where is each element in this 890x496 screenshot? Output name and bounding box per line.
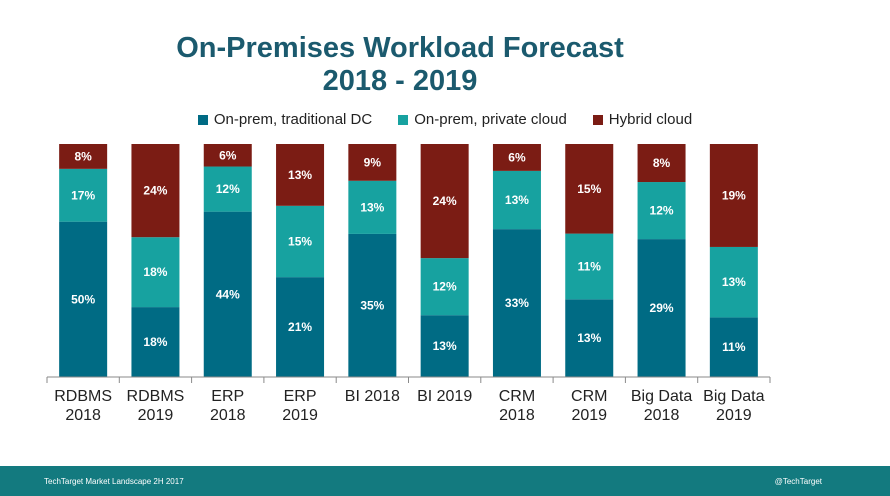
bar-hybrid-2 [203,144,252,167]
data-label-traditional-6: 33% [505,296,529,310]
data-label-traditional-3: 21% [288,320,312,334]
data-label-traditional-2: 44% [216,287,240,301]
x-tick-label-2: ERP 2018 [210,388,246,424]
legend-label-private: On-prem, private cloud [414,111,567,128]
data-label-private-2: 12% [216,182,240,196]
data-label-private-1: 18% [143,265,167,279]
data-label-private-0: 17% [71,188,95,202]
data-label-traditional-0: 50% [71,292,95,306]
bar-traditional-0 [59,221,108,377]
bar-private-4 [348,180,397,234]
bar-private-6 [492,170,541,230]
bar-traditional-5 [420,315,469,377]
data-label-private-6: 13% [505,193,529,207]
bar-traditional-1 [131,307,180,377]
data-label-hybrid-6: 6% [508,150,526,164]
x-tick-label-0: RDBMS 2018 [54,388,112,424]
legend-label-traditional: On-prem, traditional DC [213,111,373,128]
data-label-hybrid-9: 19% [722,188,746,202]
data-label-traditional-9: 11% [722,340,746,354]
bar-traditional-9 [709,317,758,377]
bar-private-1 [131,237,180,308]
legend-item-hybrid: Hybrid cloud [592,111,693,128]
data-label-traditional-1: 18% [143,335,167,349]
legend-swatch-traditional [197,114,208,125]
data-label-private-4: 13% [360,200,384,214]
bar-traditional-7 [565,299,614,377]
bar-hybrid-4 [348,144,397,181]
bar-traditional-2 [203,211,252,377]
data-label-hybrid-3: 13% [288,168,312,182]
data-label-traditional-8: 29% [650,301,674,315]
bar-hybrid-3 [276,144,325,206]
data-label-traditional-5: 13% [433,339,457,353]
chart-title-line-1: On-Premises Workload Forecast [176,32,624,64]
bar-hybrid-1 [131,144,180,238]
bar-private-8 [637,182,686,240]
data-label-traditional-7: 13% [577,331,601,345]
legend-swatch-hybrid [592,114,603,125]
bar-traditional-3 [276,277,325,377]
data-label-hybrid-0: 8% [74,149,92,163]
bar-traditional-8 [637,239,686,377]
x-tick-label-1: RDBMS 2019 [127,388,185,424]
x-tick-label-7: CRM 2019 [571,388,607,424]
bar-private-2 [203,166,252,212]
data-label-hybrid-8: 8% [653,156,671,170]
bar-private-5 [420,258,469,316]
footer-bar: TechTarget Market Landscape 2H 2017 @Tec… [0,466,890,496]
bar-hybrid-8 [637,144,686,183]
data-label-hybrid-2: 6% [219,148,237,162]
bar-hybrid-6 [492,144,541,171]
bar-hybrid-5 [420,144,469,259]
data-label-hybrid-1: 24% [143,184,167,198]
bar-traditional-6 [492,229,541,377]
bar-private-7 [565,233,614,300]
legend-label-hybrid: Hybrid cloud [608,111,693,128]
bar-private-9 [709,246,758,318]
x-tick-label-6: CRM 2018 [499,388,535,424]
bar-traditional-4 [348,233,397,377]
legend-item-private: On-prem, private cloud [398,111,567,128]
bar-hybrid-7 [565,144,614,234]
data-label-private-5: 12% [433,280,457,294]
x-tick-label-5: BI 2019 [417,388,472,405]
data-label-private-7: 11% [578,259,602,273]
chart-legend: On-prem, traditional DC On-prem, private… [0,111,890,128]
x-tick-label-8: Big Data 2018 [631,388,692,424]
bar-hybrid-9 [709,144,758,247]
chart-title-line-2: 2018 - 2019 [322,65,478,97]
footer-source: TechTarget Market Landscape 2H 2017 [44,477,184,486]
data-label-hybrid-4: 9% [364,155,382,169]
legend-item-traditional: On-prem, traditional DC [197,111,373,128]
data-label-traditional-4: 35% [360,298,384,312]
data-label-private-3: 15% [288,234,312,248]
stacked-bar-chart: 50% 17% 8% RDBMS 2018 18% 18% 24% RDBMS 2019 44% 12… [46,144,771,424]
x-tick-label-4: BI 2018 [345,388,400,405]
bar-private-3 [276,205,325,278]
x-tick-label-3: ERP 2019 [282,388,318,424]
data-label-private-8: 12% [650,204,674,218]
bar-hybrid-0 [59,144,108,169]
chart-title: On-Premises Workload Forecast 2018 - 201… [0,32,800,98]
data-label-hybrid-7: 15% [577,182,601,196]
x-tick-label-9: Big Data 2019 [703,388,764,424]
legend-swatch-private [398,114,409,125]
bar-private-0 [59,168,108,222]
footer-handle: @TechTarget [774,477,822,486]
data-label-private-9: 13% [722,275,746,289]
data-label-hybrid-5: 24% [433,194,457,208]
